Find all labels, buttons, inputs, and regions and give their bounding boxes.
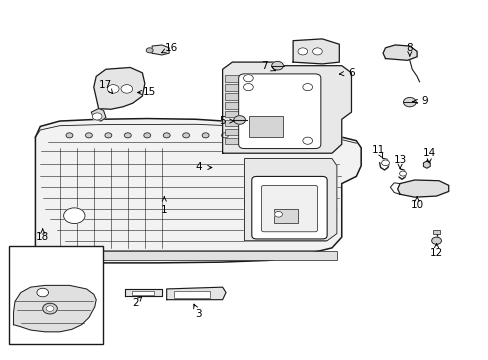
Circle shape <box>399 171 406 176</box>
Text: 1: 1 <box>161 197 167 215</box>
Polygon shape <box>166 287 225 300</box>
Polygon shape <box>94 67 144 109</box>
Polygon shape <box>382 45 416 60</box>
Circle shape <box>302 84 312 91</box>
FancyBboxPatch shape <box>261 185 317 232</box>
Circle shape <box>183 133 189 138</box>
Circle shape <box>243 75 253 82</box>
Text: 13: 13 <box>393 156 406 168</box>
Circle shape <box>85 133 92 138</box>
Text: 10: 10 <box>410 197 423 210</box>
Bar <box>40 251 336 260</box>
Polygon shape <box>244 158 336 241</box>
Text: 15: 15 <box>137 87 156 98</box>
Bar <box>224 102 239 109</box>
Circle shape <box>381 160 388 166</box>
FancyBboxPatch shape <box>251 176 326 239</box>
FancyBboxPatch shape <box>238 74 320 149</box>
Circle shape <box>146 48 153 53</box>
Bar <box>249 116 283 137</box>
Polygon shape <box>397 180 448 197</box>
Circle shape <box>297 48 307 55</box>
Circle shape <box>431 237 441 244</box>
Circle shape <box>243 84 253 91</box>
Circle shape <box>143 133 150 138</box>
Circle shape <box>271 62 283 70</box>
Text: 16: 16 <box>162 43 178 53</box>
Circle shape <box>403 98 415 107</box>
Circle shape <box>121 85 132 93</box>
Circle shape <box>302 137 312 144</box>
Circle shape <box>124 133 131 138</box>
Circle shape <box>233 116 245 124</box>
Circle shape <box>202 133 208 138</box>
Text: 7: 7 <box>260 61 275 71</box>
Text: 11: 11 <box>371 145 384 158</box>
Circle shape <box>241 133 247 138</box>
Text: 17: 17 <box>99 80 112 94</box>
Bar <box>273 208 297 223</box>
Polygon shape <box>35 118 361 263</box>
Polygon shape <box>14 285 96 332</box>
Circle shape <box>42 303 57 314</box>
Bar <box>224 129 239 135</box>
Text: 2: 2 <box>132 297 142 308</box>
Circle shape <box>37 288 48 297</box>
Text: 12: 12 <box>429 243 442 258</box>
Polygon shape <box>91 109 106 121</box>
Polygon shape <box>222 62 351 153</box>
Circle shape <box>92 113 102 120</box>
Polygon shape <box>125 289 162 296</box>
Text: 6: 6 <box>339 68 354 78</box>
Circle shape <box>163 133 170 138</box>
Bar <box>432 230 439 234</box>
Circle shape <box>221 133 228 138</box>
Text: 14: 14 <box>422 148 435 163</box>
Text: 4: 4 <box>195 162 211 172</box>
Bar <box>224 120 239 126</box>
Bar <box>224 75 239 82</box>
Text: 18: 18 <box>36 229 49 242</box>
Bar <box>131 291 153 295</box>
Bar <box>224 111 239 117</box>
Text: 9: 9 <box>412 96 427 107</box>
Circle shape <box>274 211 282 217</box>
Bar <box>174 292 210 298</box>
Circle shape <box>63 208 85 224</box>
Polygon shape <box>152 45 169 55</box>
Bar <box>224 93 239 100</box>
Circle shape <box>105 133 112 138</box>
Circle shape <box>66 133 73 138</box>
Bar <box>9 246 103 344</box>
Bar <box>224 84 239 91</box>
Circle shape <box>107 85 119 93</box>
Circle shape <box>46 306 54 311</box>
Circle shape <box>312 48 322 55</box>
Bar <box>224 138 239 144</box>
Text: 5: 5 <box>219 116 234 126</box>
Polygon shape <box>423 161 429 168</box>
Polygon shape <box>292 39 339 64</box>
Text: 8: 8 <box>406 43 412 56</box>
Text: 3: 3 <box>193 304 201 319</box>
